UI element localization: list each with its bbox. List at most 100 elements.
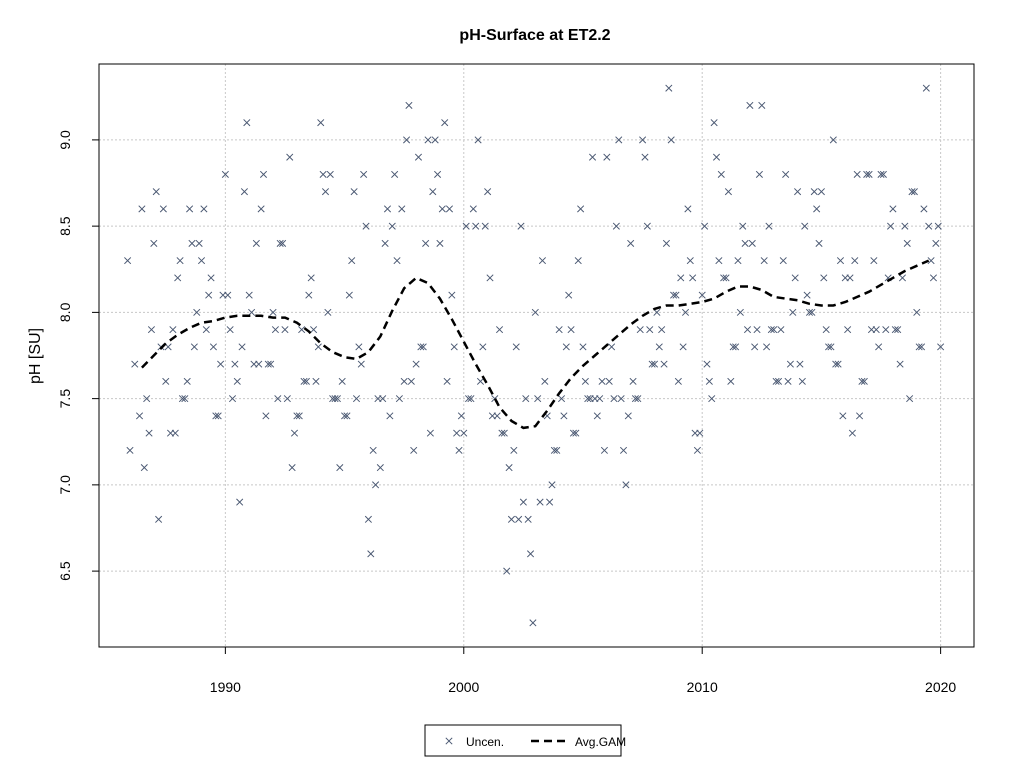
data-point — [398, 205, 406, 213]
data-point — [200, 205, 208, 213]
data-point — [708, 395, 716, 403]
data-point — [522, 395, 530, 403]
data-point — [228, 395, 237, 403]
data-point — [872, 326, 880, 334]
data-point — [259, 170, 268, 178]
y-tick-label: 6.5 — [57, 561, 73, 581]
data-point — [567, 326, 575, 334]
data-point — [519, 498, 527, 506]
data-point — [155, 515, 163, 523]
data-point — [224, 291, 232, 299]
data-point — [331, 395, 339, 403]
data-point — [126, 446, 134, 454]
data-point — [555, 326, 563, 334]
data-point — [269, 308, 277, 316]
data-point — [825, 343, 833, 351]
data-point — [903, 239, 911, 247]
data-point — [698, 291, 706, 299]
data-point — [171, 429, 179, 437]
data-point — [431, 136, 439, 144]
data-point — [736, 308, 744, 316]
data-point — [615, 136, 623, 144]
data-point — [240, 188, 248, 196]
data-point — [381, 239, 389, 247]
data-point — [293, 412, 301, 420]
data-point — [276, 239, 284, 247]
data-point — [760, 257, 768, 265]
data-point — [147, 326, 156, 334]
data-point — [407, 377, 415, 385]
data-point — [343, 412, 351, 420]
data-point — [472, 222, 480, 230]
data-point — [438, 205, 446, 213]
data-point — [782, 170, 790, 178]
data-point — [772, 377, 780, 385]
data-point — [467, 395, 475, 403]
data-point — [696, 429, 704, 437]
data-point — [574, 257, 582, 265]
data-point — [639, 136, 647, 144]
data-point — [295, 412, 303, 420]
data-point — [162, 377, 170, 385]
data-point — [882, 326, 890, 334]
data-point — [538, 257, 547, 265]
data-point — [248, 308, 256, 316]
data-point — [612, 222, 620, 230]
legend-x-marker — [445, 737, 453, 745]
data-point — [252, 239, 260, 247]
data-point — [906, 395, 914, 403]
data-point — [686, 257, 694, 265]
data-point — [670, 291, 678, 299]
data-point — [434, 170, 442, 178]
data-point — [579, 343, 587, 351]
y-tick-label: 7.5 — [57, 389, 73, 409]
data-point — [357, 360, 365, 368]
data-point — [364, 515, 372, 523]
data-point — [481, 222, 489, 230]
data-point — [801, 222, 809, 230]
data-point — [886, 222, 895, 230]
data-point — [507, 515, 516, 523]
data-point — [207, 274, 215, 282]
data-point — [739, 222, 747, 230]
data-point — [443, 377, 451, 385]
data-point — [455, 446, 463, 454]
y-tick-label: 8.5 — [57, 216, 73, 236]
x-tick-label: 2000 — [448, 679, 479, 695]
data-point — [746, 101, 754, 109]
data-point — [150, 239, 158, 247]
data-point — [324, 308, 332, 316]
data-point — [667, 136, 675, 144]
data-point — [412, 360, 420, 368]
data-point — [677, 274, 685, 282]
data-point — [770, 326, 778, 334]
data-point — [453, 429, 461, 437]
data-point — [870, 257, 878, 265]
data-point — [298, 326, 306, 334]
data-point — [927, 257, 935, 265]
data-point — [135, 412, 144, 420]
data-point — [705, 377, 713, 385]
data-point — [176, 257, 184, 265]
data-point — [617, 395, 625, 403]
data-point — [393, 257, 401, 265]
x-axis: 1990 2000 2010 2020 — [210, 646, 956, 695]
data-point — [512, 343, 520, 351]
legend-uncen-label: Uncen. — [466, 735, 504, 749]
data-point — [803, 291, 811, 299]
data-point — [197, 257, 206, 265]
data-point — [619, 446, 628, 454]
data-point — [920, 205, 928, 213]
data-point — [572, 429, 580, 437]
data-point — [693, 446, 701, 454]
data-point — [388, 222, 396, 230]
data-point — [631, 395, 639, 403]
data-point — [321, 188, 330, 196]
data-point — [226, 326, 234, 334]
data-point — [174, 274, 182, 282]
data-point — [863, 170, 871, 178]
data-point — [593, 412, 601, 420]
data-point — [627, 239, 635, 247]
data-point — [419, 343, 427, 351]
data-point — [367, 550, 375, 558]
